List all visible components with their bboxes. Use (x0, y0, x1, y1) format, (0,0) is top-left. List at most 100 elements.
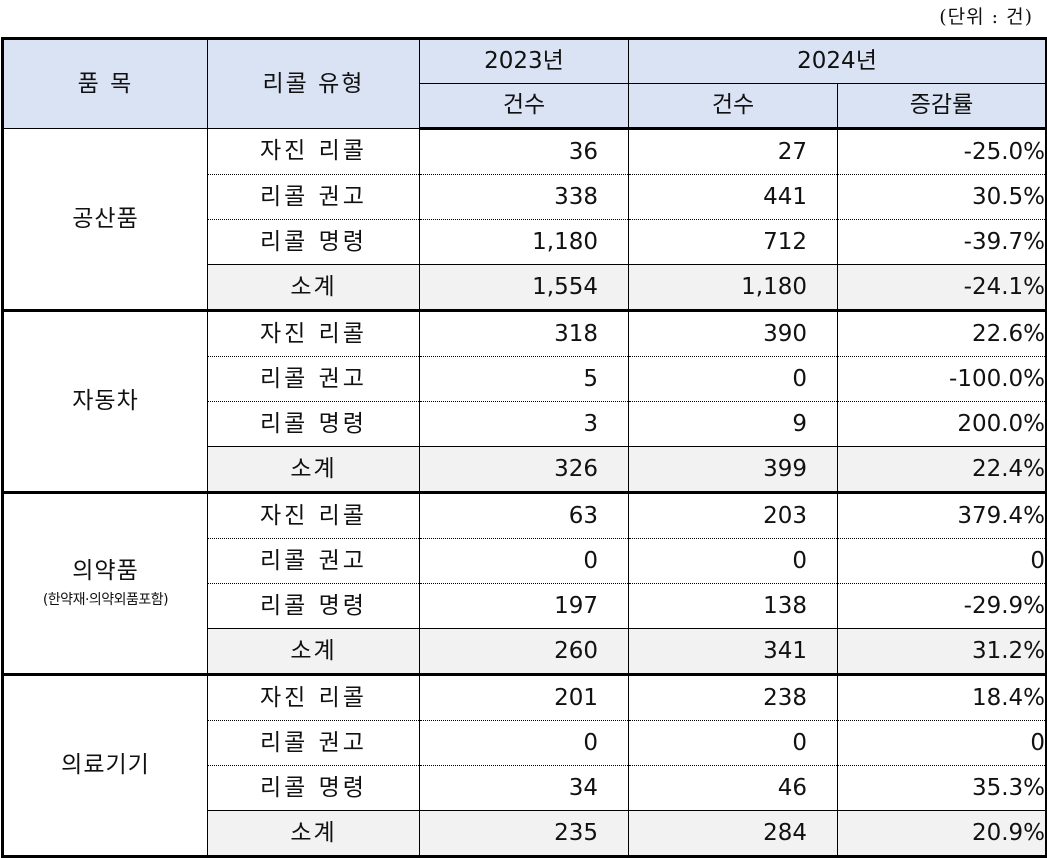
category-cell: 의료기기 (2, 674, 208, 858)
recall-type-cell: 리콜 명령 (207, 765, 420, 811)
category-note: (한약재·의약외품포함) (42, 592, 169, 608)
change-rate-cell: -25.0% (836, 128, 1047, 175)
count-2023-cell: 36 (419, 128, 629, 175)
count-2024-cell: 0 (628, 720, 838, 766)
count-2024-cell: 0 (628, 538, 838, 584)
category-name: 의료기기 (61, 752, 150, 778)
change-rate-cell: 18.4% (836, 674, 1047, 721)
count-2023-cell: 197 (419, 583, 629, 629)
subtotal-2024: 399 (628, 446, 838, 494)
subtotal-rate: 20.9% (836, 810, 1047, 858)
count-2024-cell: 441 (628, 174, 838, 220)
subtotal-row: 소계 260 341 31.2% (3, 628, 1047, 676)
change-rate-cell: 200.0% (836, 401, 1047, 447)
count-2024-cell: 27 (628, 128, 838, 175)
recall-type-cell: 자진 리콜 (207, 310, 420, 357)
unit-label: (단위 : 건) (939, 6, 1033, 28)
change-rate-cell: 0 (836, 720, 1047, 766)
subtotal-2023: 235 (419, 810, 629, 858)
category-cell: 자동차 (2, 310, 208, 494)
recall-type-cell: 리콜 명령 (207, 219, 420, 265)
change-rate-cell: 0 (836, 538, 1047, 584)
header-change-rate: 증감률 (836, 83, 1047, 130)
subtotal-2024: 1,180 (628, 264, 838, 312)
table-row: 리콜 명령 197 138 -29.9% (3, 583, 1047, 629)
table-row: 리콜 권고 338 441 30.5% (3, 174, 1047, 220)
category-name: 의약품 (72, 558, 139, 584)
table-row: 리콜 명령 1,180 712 -39.7% (3, 219, 1047, 265)
table-row: 리콜 명령 34 46 35.3% (3, 765, 1047, 811)
subtotal-row: 소계 235 284 20.9% (3, 810, 1047, 858)
table-row: 리콜 권고 0 0 0 (3, 538, 1047, 584)
subtotal-row: 소계 326 399 22.4% (3, 446, 1047, 494)
recall-type-cell: 리콜 권고 (207, 538, 420, 584)
count-2024-cell: 0 (628, 356, 838, 402)
table-row: 리콜 권고 0 0 0 (3, 720, 1047, 766)
subtotal-label: 소계 (207, 628, 420, 676)
count-2024-cell: 390 (628, 310, 838, 357)
table-row: 리콜 명령 3 9 200.0% (3, 401, 1047, 447)
count-2023-cell: 201 (419, 674, 629, 721)
change-rate-cell: -29.9% (836, 583, 1047, 629)
recall-type-cell: 리콜 권고 (207, 174, 420, 220)
count-2024-cell: 138 (628, 583, 838, 629)
count-2024-cell: 46 (628, 765, 838, 811)
subtotal-rate: 31.2% (836, 628, 1047, 676)
recall-type-cell: 리콜 명령 (207, 401, 420, 447)
table-header: 품 목 리콜 유형 2023년 2024년 건수 건수 증감률 (2, 38, 1047, 130)
table-row: 자동차 자진 리콜 318 390 22.6% (2, 310, 1047, 494)
recall-type-cell: 자진 리콜 (207, 492, 420, 539)
header-year-2023: 2023년 (419, 38, 629, 84)
count-2023-cell: 318 (419, 310, 629, 357)
header-count-2023: 건수 (419, 83, 629, 130)
subtotal-row: 소계 1,554 1,180 -24.1% (3, 264, 1047, 312)
recall-type-cell: 리콜 명령 (207, 583, 420, 629)
subtotal-2023: 326 (419, 446, 629, 494)
count-2023-cell: 0 (419, 720, 629, 766)
count-2023-cell: 63 (419, 492, 629, 539)
recall-type-cell: 자진 리콜 (207, 128, 420, 175)
table-row: 리콜 권고 5 0 -100.0% (3, 356, 1047, 402)
subtotal-rate: 22.4% (836, 446, 1047, 494)
count-2023-cell: 3 (419, 401, 629, 447)
category-name: 공산품 (72, 205, 139, 232)
change-rate-cell: -100.0% (836, 356, 1047, 402)
count-2024-cell: 203 (628, 492, 838, 539)
count-2023-cell: 338 (419, 174, 629, 220)
change-rate-cell: -39.7% (836, 219, 1047, 265)
count-2024-cell: 238 (628, 674, 838, 721)
subtotal-label: 소계 (207, 446, 420, 494)
subtotal-label: 소계 (207, 264, 420, 312)
header-recall-type: 리콜 유형 (207, 38, 420, 129)
header-category: 품 목 (2, 38, 208, 129)
change-rate-cell: 30.5% (836, 174, 1047, 220)
table-row: 의료기기 자진 리콜 201 238 18.4% (2, 674, 1047, 858)
recall-type-cell: 리콜 권고 (207, 356, 420, 402)
count-2023-cell: 5 (419, 356, 629, 402)
category-cell: 공산품 (2, 128, 208, 312)
change-rate-cell: 35.3% (836, 765, 1047, 811)
count-2023-cell: 34 (419, 765, 629, 811)
header-year-2024: 2024년 (627, 38, 1047, 84)
subtotal-2023: 260 (419, 628, 629, 676)
change-rate-cell: 379.4% (836, 492, 1047, 539)
category-cell: 의약품 (한약재·의약외품포함) (2, 492, 208, 676)
table-body: 공산품 자진 리콜 36 27 -25.0% 리콜 권고 338 441 30.… (2, 128, 1047, 858)
subtotal-2024: 284 (628, 810, 838, 858)
count-2024-cell: 9 (628, 401, 838, 447)
change-rate-cell: 22.6% (836, 310, 1047, 357)
recall-type-cell: 리콜 권고 (207, 720, 420, 766)
subtotal-rate: -24.1% (836, 264, 1047, 312)
count-2024-cell: 712 (628, 219, 838, 265)
header-count-2024: 건수 (628, 83, 838, 130)
count-2023-cell: 1,180 (419, 219, 629, 265)
subtotal-2024: 341 (628, 628, 838, 676)
subtotal-2023: 1,554 (419, 264, 629, 312)
table-row: 공산품 자진 리콜 36 27 -25.0% (2, 128, 1047, 312)
table-row: 의약품 (한약재·의약외품포함) 자진 리콜 63 203 379.4% (2, 492, 1047, 676)
recall-table: 품 목 리콜 유형 2023년 2024년 건수 건수 증감률 공산품 자진 리… (1, 37, 1047, 858)
count-2023-cell: 0 (419, 538, 629, 584)
category-name: 자동차 (72, 388, 139, 414)
recall-type-cell: 자진 리콜 (207, 674, 420, 721)
subtotal-label: 소계 (207, 810, 420, 858)
